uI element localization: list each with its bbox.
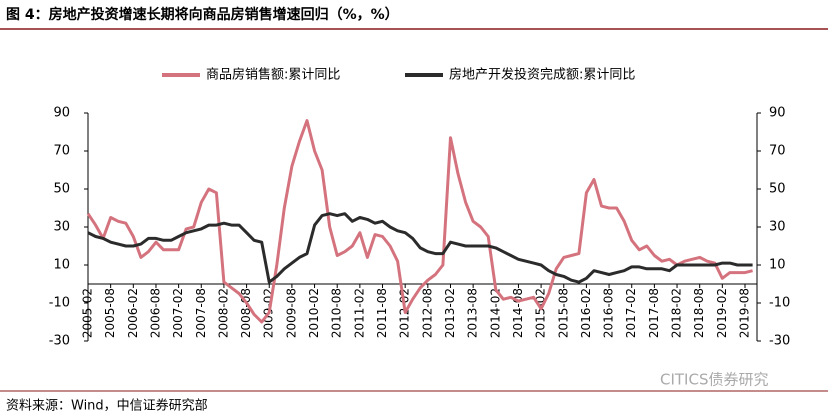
y-tick-label: 10	[53, 258, 70, 273]
y2-tick-label: 30	[769, 220, 786, 235]
x-tick-label: 2015-08	[556, 288, 570, 338]
x-tick-label: 2008-02	[216, 288, 230, 338]
x-tick-label: 2008-08	[239, 288, 253, 338]
y-tick-label: 70	[53, 144, 70, 159]
y2-tick-label: -30	[769, 334, 790, 349]
series-line	[86, 119, 753, 324]
x-tick-label: 2016-08	[602, 288, 616, 338]
legend-label: 房地产开发投资完成额:累计同比	[449, 67, 635, 83]
x-tick-label: 2014-02	[488, 288, 502, 338]
x-tick-label: 2019-08	[738, 288, 752, 338]
legend-label: 商品房销售额:累计同比	[206, 67, 340, 83]
y-tick-label: -10	[49, 296, 70, 311]
y2-tick-label: 70	[769, 144, 786, 159]
y2-tick-label: -10	[769, 296, 790, 311]
y-tick-label: 30	[53, 220, 70, 235]
watermark: CITICS债券研究	[660, 371, 768, 389]
x-tick-label: 2007-02	[171, 288, 185, 338]
x-tick-label: 2018-08	[692, 288, 706, 338]
x-tick-label: 2006-08	[148, 288, 162, 338]
series-line	[87, 212, 753, 284]
x-tick-label: 2007-08	[194, 288, 208, 338]
y-tick-label: -30	[49, 334, 70, 349]
x-tick-label: 2011-02	[352, 288, 366, 338]
x-tick-label: 2006-02	[126, 288, 140, 338]
x-tick-label: 2014-08	[511, 288, 525, 338]
x-tick-label: 2015-02	[534, 288, 548, 338]
x-tick-label: 2019-02	[715, 288, 729, 338]
x-tick-label: 2018-02	[670, 288, 684, 338]
x-tick-label: 2011-08	[375, 288, 389, 338]
x-tick-label: 2017-02	[624, 288, 638, 338]
x-tick-label: 2017-08	[647, 288, 661, 338]
x-tick-label: 2010-08	[330, 288, 344, 338]
y-tick-label: 90	[53, 106, 70, 121]
y-tick-label: 50	[53, 182, 70, 197]
source: 资料来源：Wind，中信证券研究部	[6, 398, 208, 414]
x-tick-label: 2016-02	[579, 288, 593, 338]
x-tick-label: 2013-08	[466, 288, 480, 338]
x-tick-label: 2009-08	[284, 288, 298, 338]
y2-tick-label: 10	[769, 258, 786, 273]
x-tick-label: 2012-08	[420, 288, 434, 338]
chart-title: 图 4：房地产投资增速长期将向商品房销售增速回归（%，%）	[6, 6, 399, 23]
x-tick-label: 2005-02	[81, 288, 95, 338]
x-tick-label: 2010-02	[307, 288, 321, 338]
y2-tick-label: 50	[769, 182, 786, 197]
x-tick-label: 2005-08	[103, 288, 117, 338]
y2-tick-label: 90	[769, 106, 786, 121]
x-tick-label: 2013-02	[443, 288, 457, 338]
